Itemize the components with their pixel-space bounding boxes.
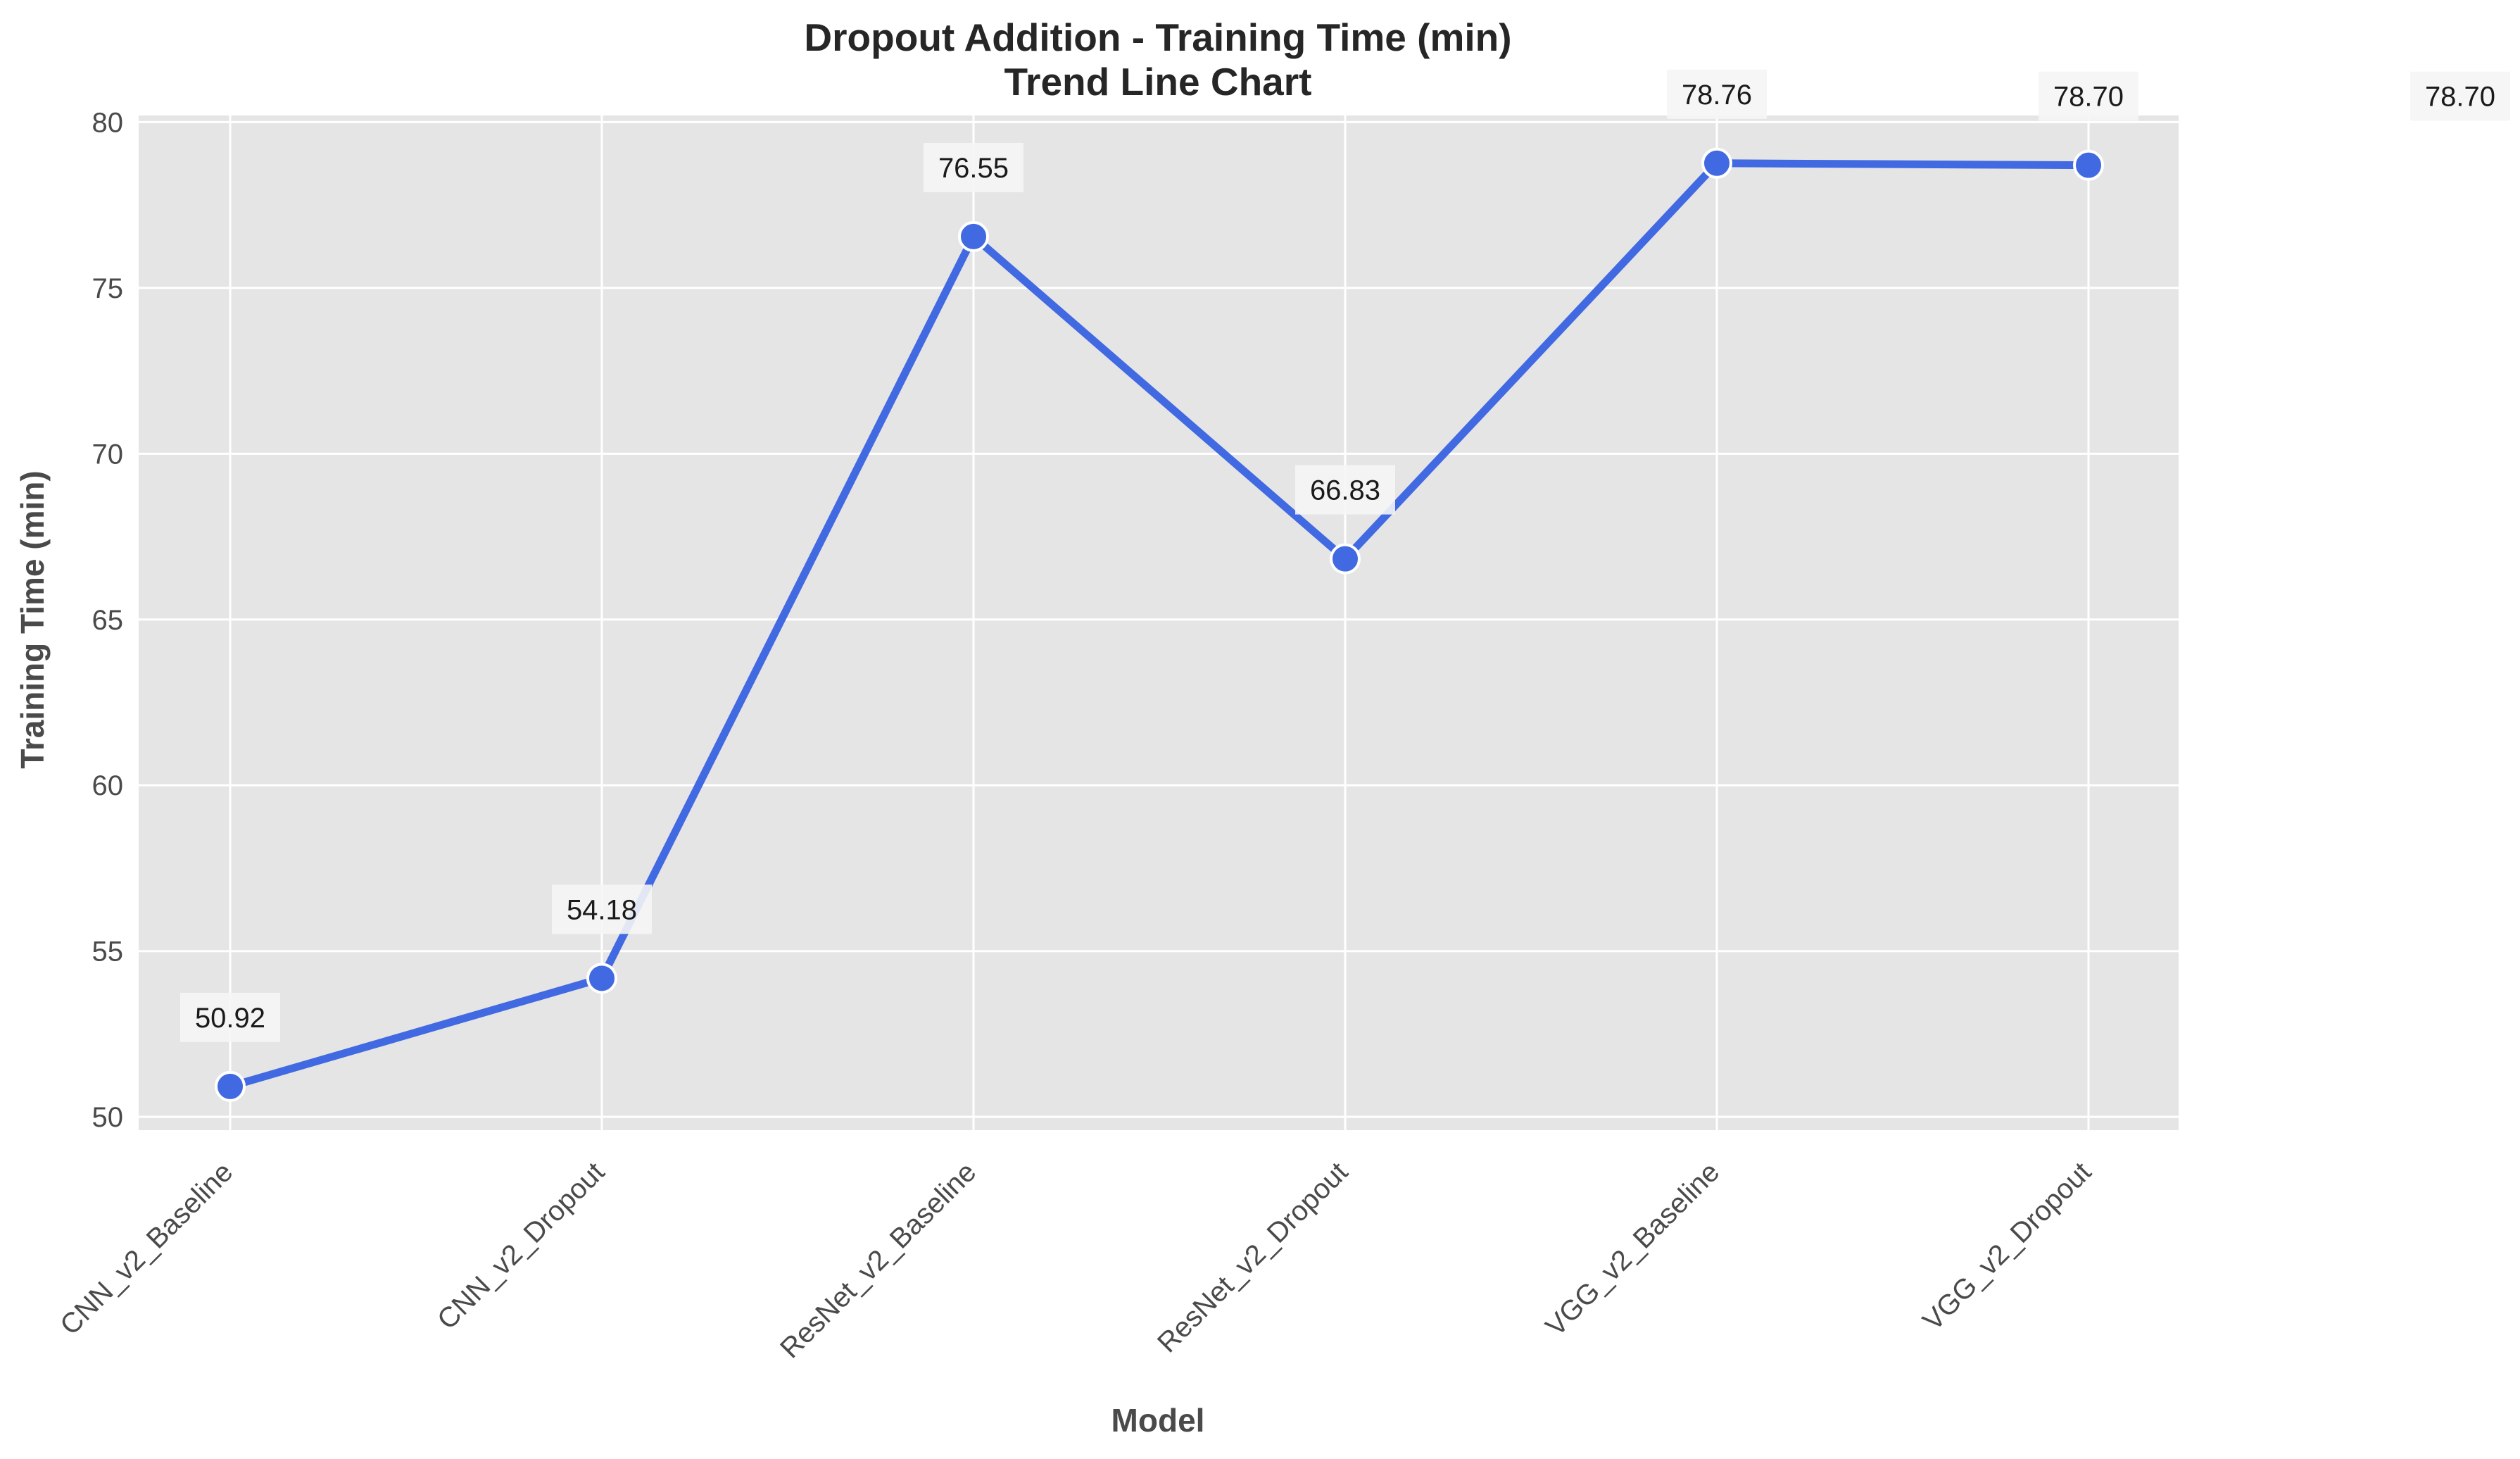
x-tick-label: VGG_v2_Dropout: [1917, 1156, 2097, 1336]
markers: [215, 147, 2104, 1102]
data-label: 78.70: [2039, 71, 2138, 121]
data-point: [958, 220, 989, 252]
data-label: 54.18: [552, 884, 652, 934]
data-labels: 50.92 54.18 76.55 66.83 78.76 78.70 78.70: [180, 69, 2510, 1042]
data-label-box: [924, 142, 1023, 192]
data-label-text: 78.70: [2053, 82, 2124, 113]
series-line: [226, 159, 2093, 1091]
data-label-text: 54.18: [567, 894, 637, 925]
data-point: [215, 1070, 246, 1102]
data-label-box: [1667, 69, 1767, 119]
x-axis-ticks: CNN_v2_Baseline CNN_v2_Dropout ResNet_v2_B…: [54, 1156, 2097, 1364]
data-label-box: [1295, 465, 1395, 515]
data-label-box: [180, 992, 280, 1042]
data-label: 78.70: [2410, 71, 2510, 121]
data-label: 76.55: [924, 142, 1023, 192]
y-tick-label: 80: [92, 107, 124, 138]
data-point: [586, 963, 617, 994]
y-tick-label: 70: [92, 439, 124, 470]
data-label-box: [552, 884, 652, 934]
data-point: [2073, 149, 2104, 181]
x-tick-label: ResNet_v2_Baseline: [774, 1156, 982, 1364]
data-label-text: 50.92: [195, 1003, 265, 1034]
chart-title: Dropout Addition - Training Time (min): [804, 15, 1511, 59]
data-label-box: [2039, 71, 2138, 121]
x-tick-label: ResNet_v2_Dropout: [1152, 1156, 1354, 1358]
x-axis-label: Model: [1111, 1402, 1205, 1439]
y-axis-ticks: 50 55 60 65 70 75 80: [92, 107, 124, 1133]
x-tick-label: CNN_v2_Dropout: [431, 1156, 610, 1335]
y-tick-label: 55: [92, 937, 124, 968]
grid: [139, 115, 2179, 1130]
data-label-box: [2410, 71, 2510, 121]
y-tick-label: 65: [92, 605, 124, 636]
data-label: 78.76: [1667, 69, 1767, 119]
data-label: 50.92: [180, 992, 280, 1042]
plot-area: [139, 115, 2179, 1130]
x-tick-label: CNN_v2_Baseline: [54, 1156, 239, 1341]
data-label-text: 66.83: [1310, 475, 1380, 506]
data-label-text: 78.70: [2425, 82, 2495, 113]
y-tick-label: 75: [92, 273, 124, 304]
chart-subtitle: Trend Line Chart: [1004, 60, 1312, 104]
data-label: 66.83: [1295, 465, 1395, 515]
y-tick-label: 60: [92, 770, 124, 801]
data-point: [1330, 543, 1361, 575]
data-label-text: 76.55: [938, 153, 1009, 184]
y-axis-label: Training Time (min): [14, 470, 51, 768]
data-point: [1701, 147, 1732, 179]
series: [226, 159, 2093, 1091]
x-tick-label: VGG_v2_Baseline: [1540, 1156, 1726, 1342]
data-label-text: 78.76: [1682, 80, 1752, 111]
y-tick-label: 50: [92, 1102, 124, 1133]
